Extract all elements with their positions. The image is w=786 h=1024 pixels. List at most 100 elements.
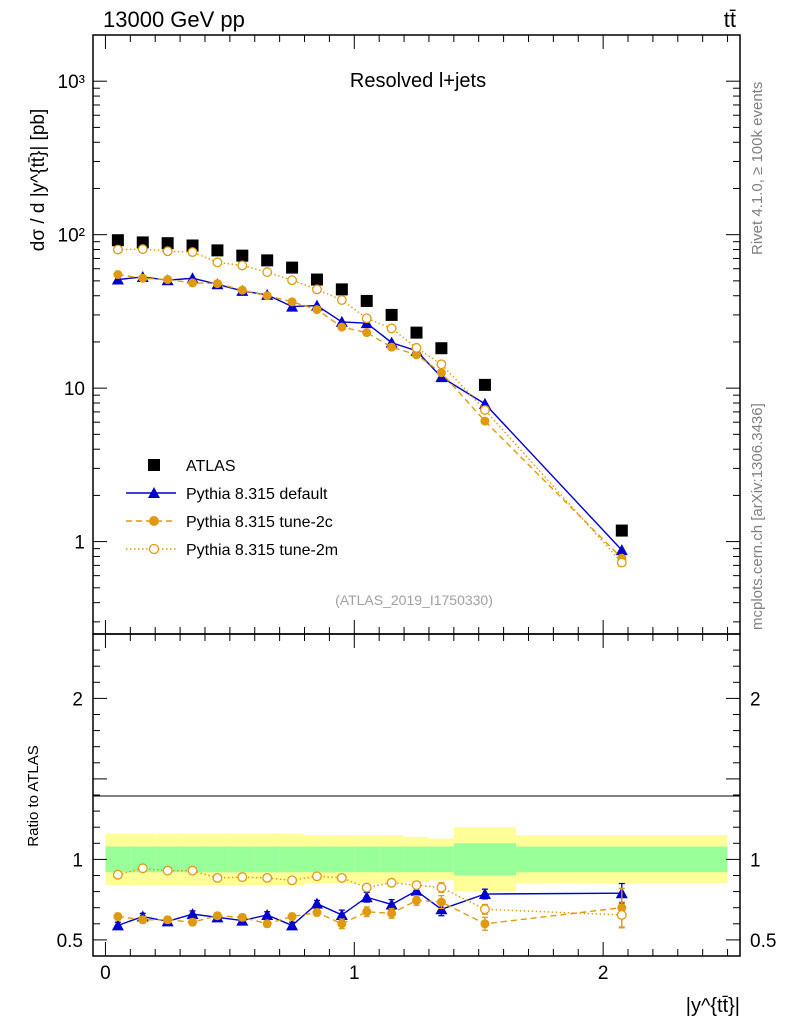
ratio-y-tick-labels: 2 2 1 1 0.5 0.5 [57, 689, 777, 952]
data-point-atlas [410, 326, 423, 339]
ratio-point-default [111, 919, 124, 931]
ratio-point-tune-2m [361, 882, 372, 893]
ratio-point-tune-2c [337, 919, 347, 929]
data-point-atlas [236, 249, 249, 262]
main-y-tick-label: 1 [74, 533, 85, 554]
data-point-tune-2c [412, 350, 421, 360]
ratio-series [111, 863, 628, 931]
ratio-point-tune-2m [237, 872, 248, 883]
ratio-point-tune-2c [237, 912, 247, 922]
ratio-bands [105, 827, 728, 892]
data-point-tune-2m [287, 275, 298, 286]
ratio-line-2 [117, 867, 622, 916]
ratio-point-default [410, 884, 423, 896]
ratio-point-tune-2c [262, 919, 272, 929]
legend-label-default: Pythia 8.315 default [186, 486, 328, 503]
ratio-point-tune-2m [411, 880, 422, 891]
data-point-tune-2c [362, 328, 372, 338]
ratio-point-tune-2c [312, 908, 322, 918]
stat-uncertainty-band [229, 846, 255, 873]
data-point-tune-2c [480, 416, 490, 426]
ratio-point-tune-2c [188, 917, 198, 927]
stat-uncertainty-band [254, 846, 280, 873]
data-point-default [615, 544, 628, 556]
ratio-point-tune-2m [436, 882, 447, 893]
main-y-tick-label: 10 [64, 379, 85, 400]
legend-entry-default: Pythia 8.315 default [126, 486, 328, 503]
ratio-point-tune-2m [187, 865, 198, 876]
data-point-atlas [335, 283, 348, 296]
data-point-tune-2m [262, 267, 273, 278]
main-title: Resolved l+jets [350, 70, 486, 92]
ratio-y-axis-label: Ratio to ATLAS [25, 745, 42, 846]
data-point-atlas [310, 273, 323, 286]
ratio-x-tick-label: 1 [349, 963, 360, 984]
ratio-y-tick-label-left: 0.5 [57, 931, 83, 952]
data-point-tune-2m [162, 246, 173, 257]
data-point-tune-2m [336, 295, 347, 305]
data-point-tune-2c [312, 305, 322, 315]
data-point-atlas [478, 378, 491, 391]
main-y-tick-label: 10² [58, 226, 85, 247]
rivet-label: Rivet 4.1.0, ≥ 100k events [749, 82, 766, 255]
ratio-point-tune-2m [336, 872, 347, 883]
data-point-tune-2c [337, 322, 347, 332]
series-line-2 [117, 273, 623, 559]
main-y-tick-label: 10³ [58, 72, 85, 93]
data-point-tune-2c [138, 273, 148, 283]
ratio-frame [92, 633, 741, 957]
stat-uncertainty-band [204, 846, 230, 873]
ratio-line-0 [117, 889, 622, 927]
stat-uncertainty-band [354, 846, 380, 873]
data-point-tune-2m [386, 323, 397, 334]
ratio-y-tick-label-left: 2 [72, 689, 83, 710]
main-ticks [93, 34, 740, 634]
data-point-tune-2c [436, 368, 446, 378]
stat-uncertainty-band [428, 846, 454, 873]
data-point-atlas [211, 244, 224, 257]
data-point-tune-2m [187, 247, 198, 258]
ratio-point-tune-2c [362, 907, 372, 917]
data-point-tune-2c [287, 297, 297, 307]
data-point-tune-2m [479, 405, 490, 415]
legend-label-atlas: ATLAS [186, 458, 236, 475]
ratio-point-tune-2m [616, 909, 627, 920]
data-point-atlas [111, 234, 124, 247]
ratio-y-tick-label-left: 1 [72, 850, 83, 871]
ratio-point-tune-2m [162, 865, 173, 876]
main-series [111, 234, 628, 568]
stat-uncertainty-band [304, 846, 330, 873]
data-point-tune-2m [616, 557, 627, 568]
ratio-point-tune-2m [137, 863, 148, 874]
main-watermark: (ATLAS_2019_I1750330) [335, 592, 493, 608]
ratio-point-default [310, 897, 323, 909]
data-point-default [111, 273, 124, 285]
stat-uncertainty-band [404, 846, 429, 873]
data-point-tune-2c [113, 270, 123, 280]
ratio-point-tune-2m [212, 872, 223, 883]
ratio-point-tune-2c [138, 915, 148, 925]
data-point-atlas [435, 342, 448, 355]
legend-square-marker [148, 459, 160, 471]
data-point-atlas [385, 308, 398, 321]
ratio-point-tune-2c [163, 915, 173, 925]
ratio-point-tune-2m [386, 877, 397, 888]
ratio-point-default [261, 908, 274, 920]
main-y-axis-label: dσ / d |y^{tt̄}| [pb] [28, 109, 49, 251]
ratio-point-default [286, 919, 299, 931]
data-point-tune-2m [436, 359, 447, 370]
ratio-point-tune-2c [287, 912, 297, 922]
data-point-tune-2m [312, 284, 322, 295]
data-point-tune-2m [411, 342, 422, 353]
data-point-tune-2c [387, 342, 397, 352]
ratio-point-tune-2m [312, 871, 322, 882]
data-point-tune-2m [112, 244, 123, 255]
legend-entry-tune-2m: Pythia 8.315 tune-2m [126, 542, 338, 559]
data-point-tune-2c [163, 275, 173, 285]
data-point-tune-2m [361, 313, 372, 324]
ratio-point-tune-2c [387, 908, 397, 918]
ratio-point-default [186, 908, 199, 920]
main-panel: Resolved l+jets dσ / d |y^{tt̄}| [pb] (A… [28, 34, 741, 635]
ratio-point-tune-2m [479, 904, 490, 915]
